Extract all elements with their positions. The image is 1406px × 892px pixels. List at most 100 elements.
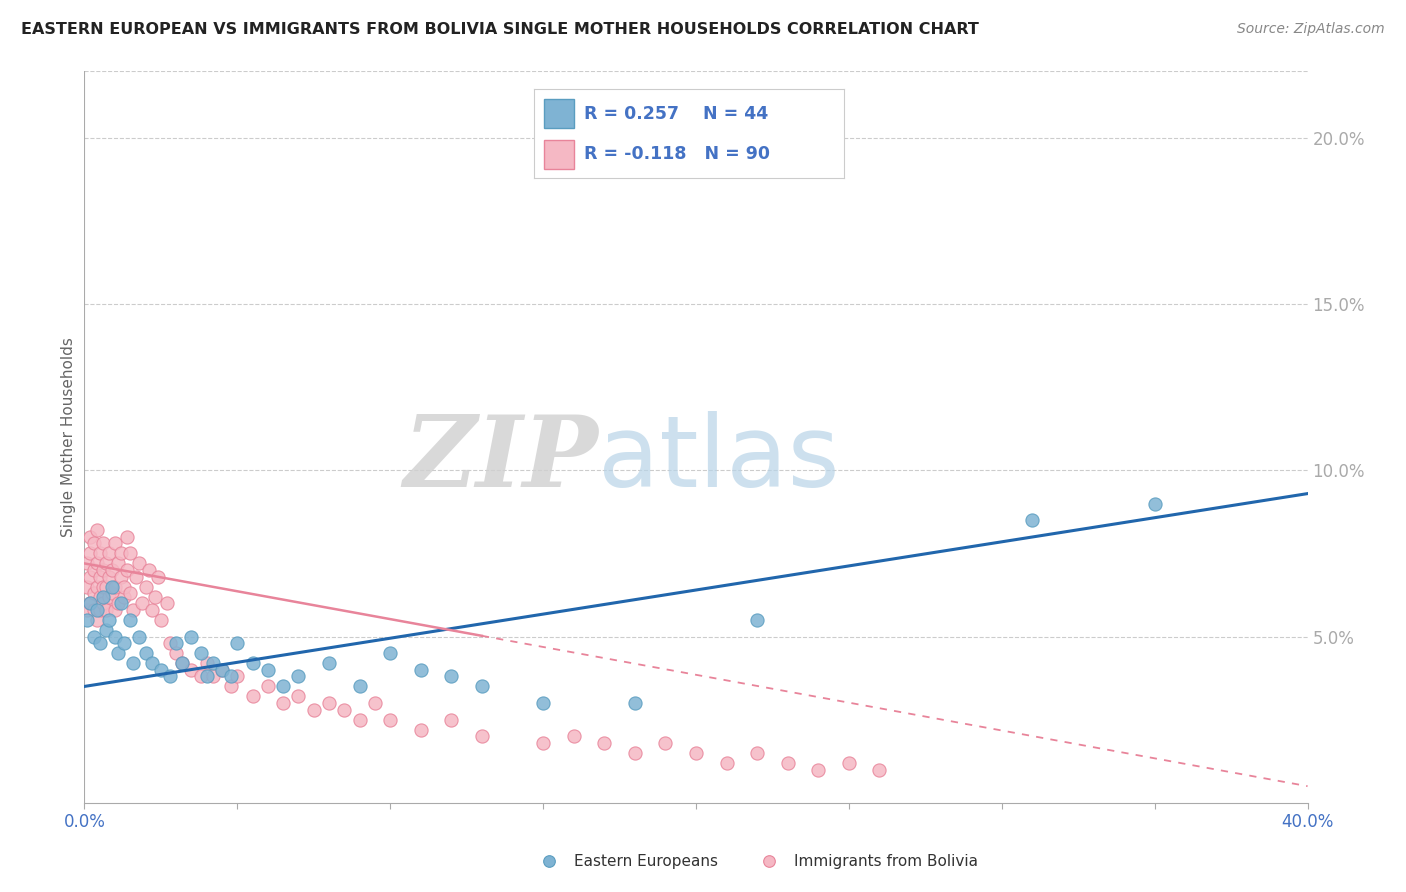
Point (1143, 497, 1166, 511)
Point (112, 636, 135, 650)
Point (869, 763, 891, 777)
Point (440, 669, 463, 683)
Point (159, 669, 181, 683)
Point (180, 630, 202, 644)
Point (226, 669, 249, 683)
Point (562, 729, 585, 743)
Point (138, 563, 160, 577)
Point (409, 723, 432, 737)
Point (91, 536, 114, 550)
Y-axis label: Single Mother Households: Single Mother Households (60, 337, 76, 537)
Point (143, 590, 166, 604)
Point (120, 546, 142, 560)
Point (211, 663, 233, 677)
Point (97, 570, 120, 584)
Point (135, 646, 157, 660)
Point (86, 580, 108, 594)
Point (807, 763, 830, 777)
Point (141, 603, 163, 617)
Point (112, 590, 135, 604)
Point (94, 557, 117, 571)
Point (349, 680, 371, 694)
Text: atlas: atlas (598, 410, 839, 508)
Point (159, 636, 181, 650)
Point (76, 613, 98, 627)
Point (79, 570, 101, 584)
Point (79, 596, 101, 610)
Point (83, 563, 105, 577)
Point (271, 680, 294, 694)
Point (287, 669, 309, 683)
Text: R = 0.257    N = 44: R = 0.257 N = 44 (583, 104, 768, 123)
Point (380, 713, 402, 727)
Point (716, 756, 738, 770)
Point (131, 596, 153, 610)
Text: ZIP: ZIP (404, 411, 598, 508)
Point (287, 690, 309, 704)
Point (156, 596, 179, 610)
Point (94, 603, 117, 617)
Point (110, 570, 132, 584)
Point (89, 636, 111, 650)
Point (122, 656, 145, 670)
Point (190, 669, 212, 683)
Point (110, 596, 132, 610)
Point (654, 736, 676, 750)
Point (83, 603, 105, 617)
Point (101, 580, 124, 594)
Point (776, 756, 799, 770)
Point (86, 557, 108, 571)
Point (257, 663, 280, 677)
Bar (544, 99, 575, 128)
Point (318, 656, 340, 670)
Point (79, 546, 101, 560)
Text: R = -0.118   N = 90: R = -0.118 N = 90 (583, 145, 769, 163)
Point (135, 580, 157, 594)
Point (94, 623, 117, 637)
Point (128, 557, 150, 571)
Point (76, 557, 98, 571)
Point (1021, 513, 1043, 527)
Point (747, 746, 769, 760)
Point (838, 756, 860, 770)
Point (318, 696, 340, 710)
Point (302, 703, 325, 717)
Text: EASTERN EUROPEAN VS IMMIGRANTS FROM BOLIVIA SINGLE MOTHER HOUSEHOLDS CORRELATION: EASTERN EUROPEAN VS IMMIGRANTS FROM BOLI… (21, 22, 979, 37)
Point (122, 603, 145, 617)
Point (180, 663, 202, 677)
Point (440, 713, 463, 727)
Point (107, 557, 129, 571)
Point (201, 669, 224, 683)
Point (83, 536, 105, 550)
Point (471, 680, 494, 694)
Point (97, 613, 120, 627)
Point (86, 603, 108, 617)
Bar (544, 140, 575, 169)
Point (79, 596, 101, 610)
Point (94, 580, 117, 594)
Text: Source: ZipAtlas.com: Source: ZipAtlas.com (1237, 22, 1385, 37)
Point (172, 656, 194, 670)
Point (624, 696, 647, 710)
Point (86, 523, 108, 537)
Point (172, 656, 194, 670)
Point (112, 580, 135, 594)
Point (219, 669, 242, 683)
Point (201, 656, 224, 670)
Point (165, 636, 187, 650)
Point (91, 596, 114, 610)
Point (76, 580, 98, 594)
Point (115, 530, 138, 544)
Point (97, 546, 120, 560)
Point (242, 656, 264, 670)
Point (76, 603, 98, 617)
Point (333, 703, 356, 717)
Point (120, 586, 142, 600)
Point (685, 746, 707, 760)
Point (120, 613, 142, 627)
Point (531, 736, 554, 750)
Point (91, 580, 114, 594)
Point (747, 613, 769, 627)
Point (624, 746, 647, 760)
Point (349, 713, 371, 727)
